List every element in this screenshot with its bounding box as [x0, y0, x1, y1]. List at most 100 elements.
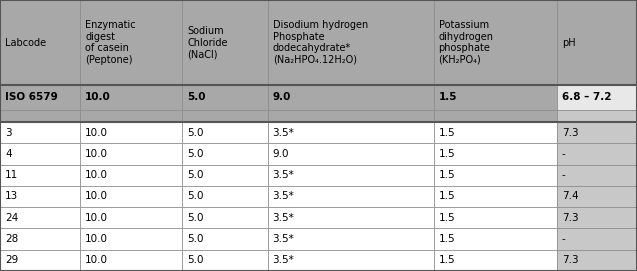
Text: Labcode: Labcode [5, 37, 46, 47]
Bar [557, 143, 637, 164]
Text: 1.5: 1.5 [439, 170, 455, 180]
Bar [80, 122, 182, 143]
Text: 3.5*: 3.5* [273, 234, 294, 244]
Bar [268, 122, 434, 143]
Bar [80, 164, 182, 186]
Bar [0, 186, 80, 207]
Bar [557, 85, 637, 110]
Bar [182, 186, 268, 207]
Bar [0, 250, 80, 271]
Text: 9.0: 9.0 [273, 92, 291, 102]
Text: 5.0: 5.0 [187, 255, 203, 265]
Text: 3.5*: 3.5* [273, 128, 294, 138]
Bar [182, 110, 268, 122]
Text: Sodium
Chloride
(NaCl): Sodium Chloride (NaCl) [187, 26, 227, 59]
Bar [268, 207, 434, 228]
Bar [434, 143, 557, 164]
Text: 3: 3 [5, 128, 11, 138]
Text: 5.0: 5.0 [187, 213, 203, 223]
Bar [557, 164, 637, 186]
Text: pH: pH [562, 37, 575, 47]
Bar [434, 164, 557, 186]
Bar [80, 228, 182, 250]
Text: 13: 13 [5, 192, 18, 202]
Bar [434, 186, 557, 207]
Bar [557, 186, 637, 207]
Bar [80, 85, 182, 110]
Text: 9.0: 9.0 [273, 149, 289, 159]
Bar [434, 0, 557, 85]
Bar [268, 186, 434, 207]
Text: 5.0: 5.0 [187, 149, 203, 159]
Bar [80, 110, 182, 122]
Text: 10.0: 10.0 [85, 170, 108, 180]
Bar [0, 122, 80, 143]
Text: 10.0: 10.0 [85, 213, 108, 223]
Text: 7.3: 7.3 [562, 128, 578, 138]
Text: 5.0: 5.0 [187, 192, 203, 202]
Text: 5.0: 5.0 [187, 234, 203, 244]
Text: 10.0: 10.0 [85, 234, 108, 244]
Text: 29: 29 [5, 255, 18, 265]
Bar [0, 0, 80, 85]
Text: 11: 11 [5, 170, 18, 180]
Text: 1.5: 1.5 [439, 255, 455, 265]
Text: 1.5: 1.5 [439, 128, 455, 138]
Bar [0, 143, 80, 164]
Bar [0, 164, 80, 186]
Bar [182, 164, 268, 186]
Text: 10.0: 10.0 [85, 92, 111, 102]
Bar [557, 207, 637, 228]
Bar [557, 228, 637, 250]
Text: 10.0: 10.0 [85, 149, 108, 159]
Text: 10.0: 10.0 [85, 192, 108, 202]
Bar [434, 250, 557, 271]
Text: 1.5: 1.5 [439, 213, 455, 223]
Bar [557, 250, 637, 271]
Text: -: - [562, 149, 566, 159]
Text: 3.5*: 3.5* [273, 213, 294, 223]
Bar [268, 0, 434, 85]
Bar [80, 250, 182, 271]
Text: ISO 6579: ISO 6579 [5, 92, 58, 102]
Bar [557, 0, 637, 85]
Text: 4: 4 [5, 149, 11, 159]
Text: -: - [562, 234, 566, 244]
Bar [182, 207, 268, 228]
Text: 5.0: 5.0 [187, 92, 206, 102]
Bar [80, 186, 182, 207]
Bar [268, 85, 434, 110]
Text: 3.5*: 3.5* [273, 255, 294, 265]
Bar [268, 250, 434, 271]
Bar [0, 207, 80, 228]
Bar [80, 207, 182, 228]
Bar [268, 164, 434, 186]
Text: 1.5: 1.5 [439, 149, 455, 159]
Bar [0, 228, 80, 250]
Text: -: - [562, 170, 566, 180]
Bar [434, 228, 557, 250]
Text: Enzymatic
digest
of casein
(Peptone): Enzymatic digest of casein (Peptone) [85, 20, 136, 65]
Bar [434, 110, 557, 122]
Text: 3.5*: 3.5* [273, 192, 294, 202]
Text: 24: 24 [5, 213, 18, 223]
Bar [434, 85, 557, 110]
Bar [182, 85, 268, 110]
Bar [182, 143, 268, 164]
Text: 10.0: 10.0 [85, 255, 108, 265]
Bar [182, 250, 268, 271]
Text: 10.0: 10.0 [85, 128, 108, 138]
Text: 28: 28 [5, 234, 18, 244]
Bar [80, 143, 182, 164]
Text: 7.3: 7.3 [562, 213, 578, 223]
Text: Disodium hydrogen
Phosphate
dodecahydrate*
(Na₂HPO₄.12H₂O): Disodium hydrogen Phosphate dodecahydrat… [273, 20, 368, 65]
Bar [268, 143, 434, 164]
Text: 5.0: 5.0 [187, 170, 203, 180]
Text: 1.5: 1.5 [439, 192, 455, 202]
Bar [434, 207, 557, 228]
Bar [182, 228, 268, 250]
Bar [182, 0, 268, 85]
Bar [268, 228, 434, 250]
Text: 3.5*: 3.5* [273, 170, 294, 180]
Bar [80, 0, 182, 85]
